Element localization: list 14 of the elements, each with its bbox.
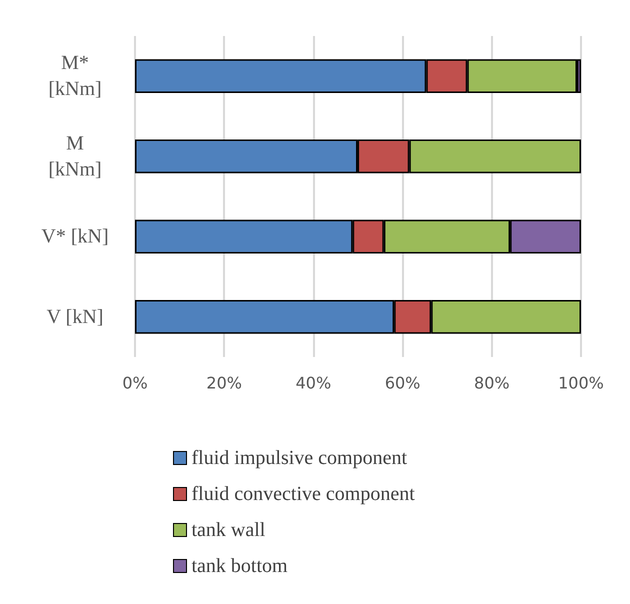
y-tick-label: M* [kNm] [48, 52, 102, 100]
x-tick-label: 20% [206, 374, 242, 392]
x-tick-label: 60% [384, 374, 420, 392]
x-tick-label: 40% [296, 374, 332, 392]
x-tick-label: 0% [122, 374, 148, 392]
legend-label: fluid convective component [192, 483, 416, 505]
y-tick-label: M [kNm] [48, 132, 102, 180]
x-tick-label: 80% [474, 374, 510, 392]
legend-label: tank bottom [192, 555, 288, 577]
y-tick-label: V [kN] [46, 306, 104, 328]
x-tick-label: 100% [558, 374, 604, 392]
legend-label: tank wall [192, 519, 266, 541]
y-tick-label: V* [kN] [41, 226, 109, 248]
legend-label: fluid impulsive component [192, 447, 408, 469]
